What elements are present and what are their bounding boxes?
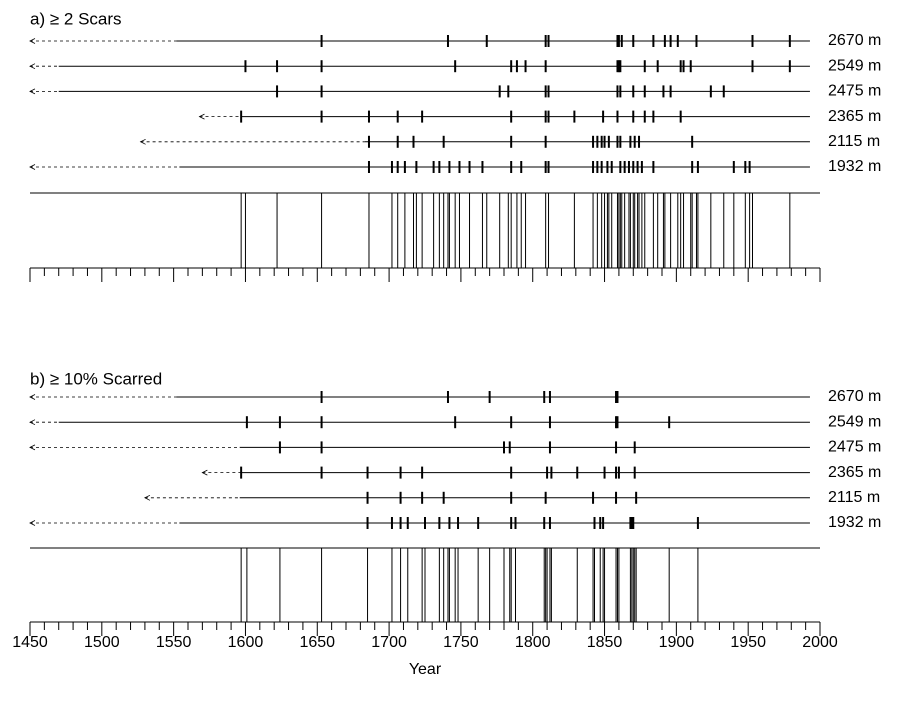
site-label: 2549 m bbox=[828, 57, 881, 74]
arrow-head bbox=[144, 494, 151, 501]
arrow-head bbox=[139, 138, 146, 145]
arrow-head bbox=[29, 520, 36, 526]
site-label: 2475 m bbox=[828, 439, 881, 456]
x-tick-label: 1650 bbox=[299, 634, 335, 651]
arrow-head bbox=[201, 469, 208, 476]
x-tick-label: 1500 bbox=[84, 634, 120, 651]
site-label: 1932 m bbox=[828, 158, 881, 175]
site-label: 2115 m bbox=[828, 489, 880, 506]
site-label: 2365 m bbox=[828, 108, 881, 125]
arrow-head bbox=[29, 164, 36, 170]
x-tick-label: 1450 bbox=[12, 634, 48, 651]
arrow-head bbox=[198, 113, 205, 120]
arrow-head bbox=[29, 444, 36, 451]
site-label: 2670 m bbox=[828, 388, 881, 405]
arrow-head bbox=[29, 88, 36, 95]
arrow-head bbox=[29, 394, 36, 400]
x-tick-label: 1700 bbox=[371, 634, 407, 651]
x-tick-label: 1550 bbox=[156, 634, 192, 651]
site-label: 1932 m bbox=[828, 514, 881, 531]
x-tick-label: 1600 bbox=[228, 634, 264, 651]
site-label: 2475 m bbox=[828, 83, 881, 100]
x-tick-label: 1750 bbox=[443, 634, 479, 651]
x-axis-label: Year bbox=[409, 661, 442, 678]
arrow-head bbox=[29, 63, 36, 70]
panel-title: a) ≥ 2 Scars bbox=[30, 9, 122, 28]
site-label: 2549 m bbox=[828, 413, 881, 430]
x-tick-label: 1850 bbox=[587, 634, 623, 651]
site-label: 2670 m bbox=[828, 32, 881, 49]
panel-title: b) ≥ 10% Scarred bbox=[30, 369, 162, 388]
x-tick-label: 2000 bbox=[802, 634, 838, 651]
x-tick-label: 1800 bbox=[515, 634, 551, 651]
x-tick-label: 1900 bbox=[659, 634, 695, 651]
site-label: 2365 m bbox=[828, 464, 881, 481]
arrow-head bbox=[29, 38, 36, 44]
x-tick-label: 1950 bbox=[730, 634, 766, 651]
site-label: 2115 m bbox=[828, 133, 880, 150]
arrow-head bbox=[29, 419, 36, 426]
